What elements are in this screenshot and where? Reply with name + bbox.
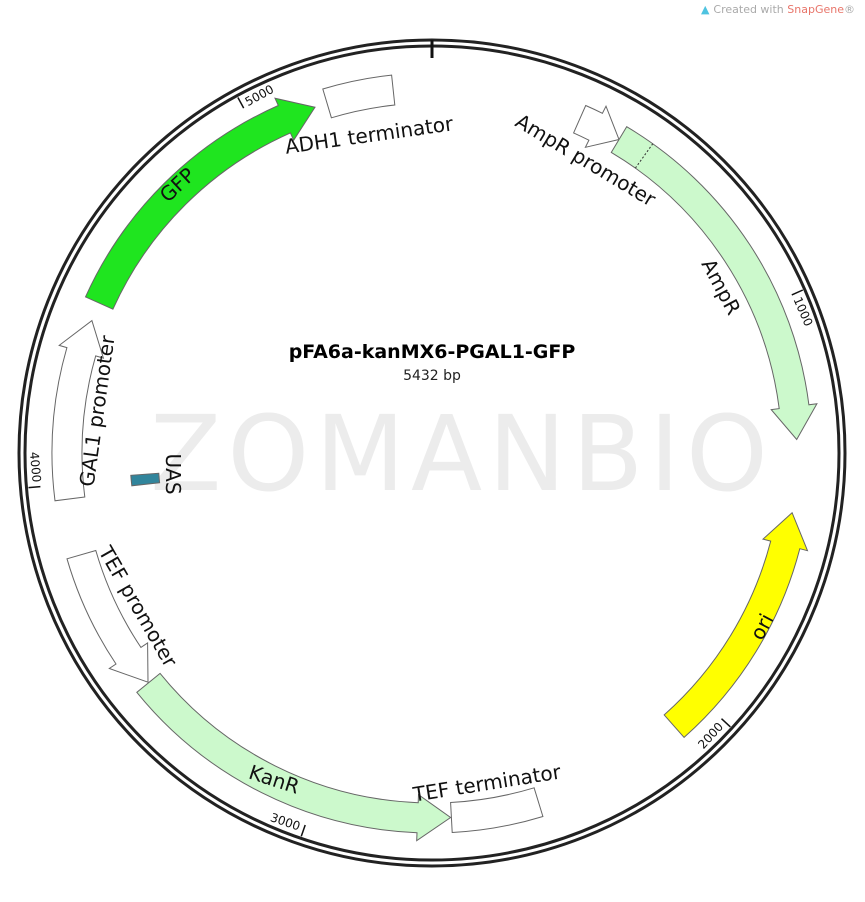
tick-label: 5000 [243,82,277,109]
feature-ampr[interactable] [610,126,818,441]
feature-gal1-promoter[interactable] [51,319,105,502]
tick-mark [28,485,41,489]
snapgene-credit: ▲ Created with SnapGene® [701,3,855,16]
feature-adh1-terminator[interactable] [322,74,396,119]
credit-prefix: Created with [713,3,788,16]
feature-ampr-promoter[interactable] [572,104,620,149]
tick-mark [237,97,245,109]
tick-mark [720,718,731,728]
tick-label: 4000 [27,451,44,483]
tick-label: 3000 [269,810,302,833]
feature-tef-promoter[interactable] [66,549,149,683]
label-adh1-terminator[interactable]: ADH1 terminator [283,111,455,158]
feature-gfp[interactable] [84,97,316,310]
snapgene-logo-icon: ▲ [700,3,710,16]
plasmid-length: 5432 bp [403,368,461,384]
feature-kanr[interactable] [136,672,452,842]
watermark: ZOMANBIO [150,393,774,515]
feature-ori[interactable] [663,511,809,739]
features [51,74,818,842]
plasmid-name: pFA6a-kanMX6-PGAL1-GFP [289,341,576,363]
credit-brand: SnapGene [787,3,844,16]
credit-suffix: ® [844,3,855,16]
tick-mark [300,824,306,837]
ampr-signal-divider [634,143,654,169]
label-uas[interactable]: UAS [161,453,185,494]
feature-uas[interactable] [130,472,161,487]
tick-mark [791,289,804,296]
feature-tef-terminator[interactable] [450,787,544,834]
tick-label: 1000 [790,295,815,329]
